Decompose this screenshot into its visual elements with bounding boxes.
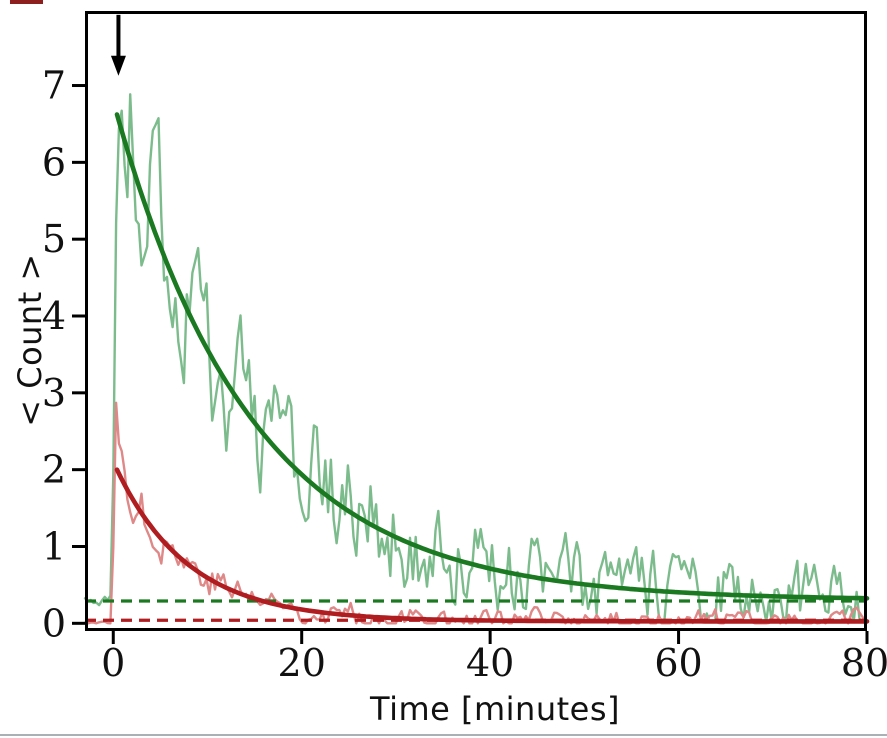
x-axis-label: Time [minutes] [370, 690, 620, 728]
y-tick-label: 3 [42, 371, 66, 415]
y-tick-label: 2 [42, 448, 66, 492]
exp-fit-high [114, 112, 870, 601]
x-tick-label: 60 [654, 641, 702, 685]
x-tick-label: 80 [841, 641, 887, 685]
x-tick-label: 20 [278, 641, 326, 685]
y-tick-label: 5 [42, 217, 66, 261]
stimulus-arrow-head [110, 55, 126, 76]
y-tick-label: 4 [42, 294, 66, 338]
window-bottom-border [0, 734, 887, 736]
raw-trace-high [83, 93, 867, 623]
crop-artifact-mark [10, 0, 43, 4]
y-tick-label: 6 [42, 140, 66, 184]
axes-spines [85, 11, 867, 631]
x-tick-label: 0 [101, 641, 125, 685]
raw-trace-low [83, 401, 867, 625]
y-tick-label: 1 [42, 524, 66, 568]
y-axis-label: < Count > [11, 253, 49, 427]
y-tick-label: 0 [42, 601, 66, 645]
exp-fit-low [114, 467, 870, 624]
x-tick-label: 40 [466, 641, 514, 685]
y-tick-label: 7 [42, 64, 66, 108]
